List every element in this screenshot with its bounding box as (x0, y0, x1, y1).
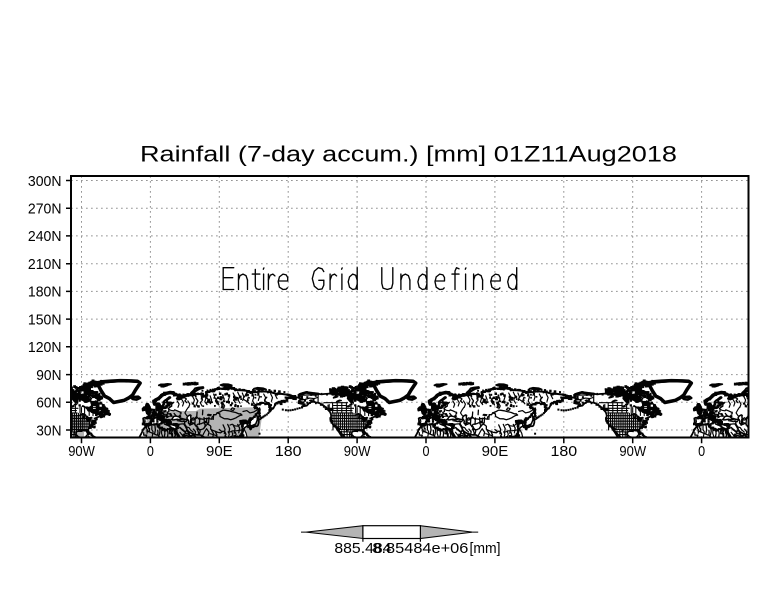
svg-text:90N: 90N (36, 367, 61, 384)
svg-text:0: 0 (423, 443, 430, 460)
svg-text:150N: 150N (28, 311, 62, 328)
svg-text:180N: 180N (28, 284, 62, 301)
svg-text:90E: 90E (482, 443, 509, 460)
svg-text:90W: 90W (68, 443, 95, 460)
svg-text:90E: 90E (206, 443, 233, 460)
svg-text:0: 0 (698, 443, 705, 460)
svg-text:8.85484e+06: 8.85484e+06 (372, 540, 468, 557)
svg-text:90W: 90W (619, 443, 646, 460)
svg-text:0: 0 (147, 443, 154, 460)
svg-text:300N: 300N (28, 173, 62, 190)
svg-text:90W: 90W (344, 443, 371, 460)
svg-text:[mm]: [mm] (470, 540, 501, 557)
svg-text:240N: 240N (28, 228, 62, 245)
svg-text:60N: 60N (36, 395, 61, 412)
svg-text:30N: 30N (36, 422, 61, 439)
svg-text:885.484: 885.484 (334, 540, 391, 557)
svg-text:180: 180 (275, 443, 302, 460)
svg-text:120N: 120N (28, 339, 62, 356)
svg-text:270N: 270N (28, 201, 62, 218)
svg-text:Rainfall (7-day accum.) [mm] 0: Rainfall (7-day accum.) [mm] 01Z11Aug201… (140, 142, 677, 167)
svg-text:210N: 210N (28, 256, 62, 273)
svg-text:180: 180 (551, 443, 578, 460)
